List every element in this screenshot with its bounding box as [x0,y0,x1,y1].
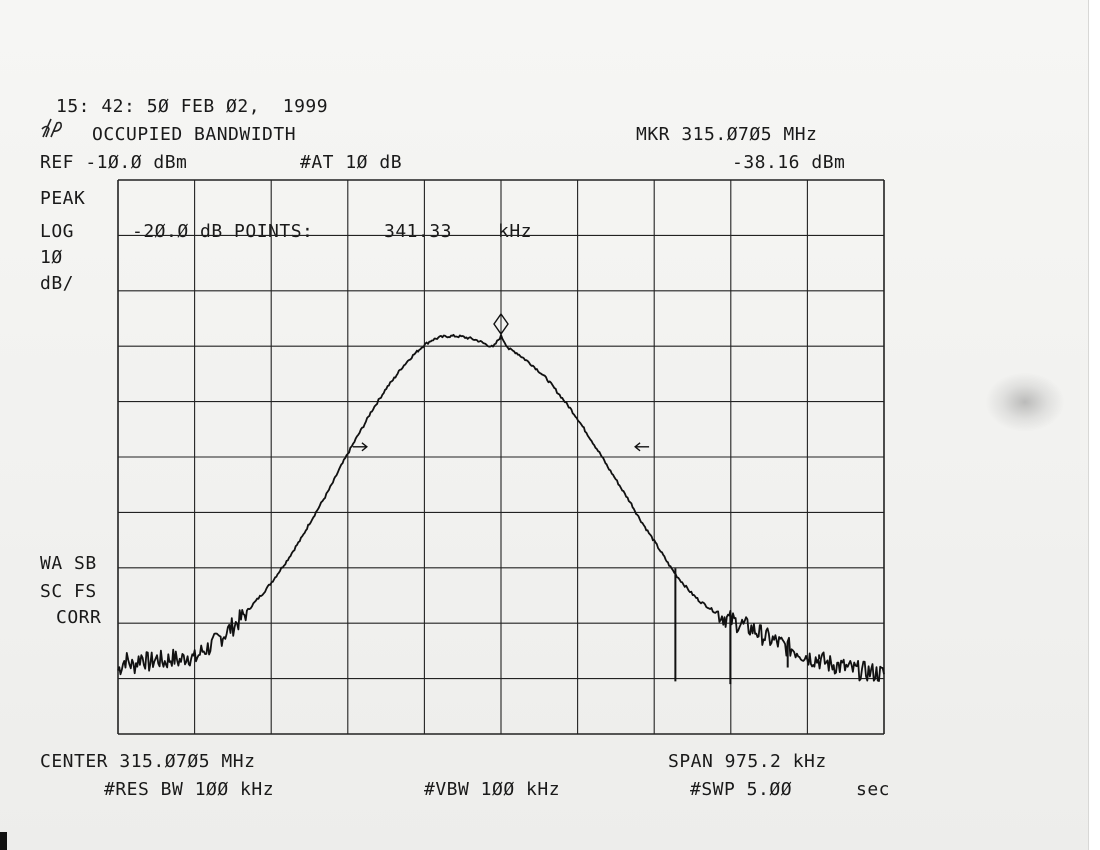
paper-smudge [985,372,1065,432]
scale-unit: dB/ [40,273,75,294]
marker-level: -38.16 dBm [732,152,846,173]
db-points-unit: kHz [498,221,533,242]
graticule [117,179,885,735]
attenuation: #AT 1Ø dB [300,152,403,173]
sweep-unit: sec [856,779,891,800]
video-bandwidth: #VBW 1ØØ kHz [424,779,561,800]
sweep-time: #SWP 5.ØØ [690,779,793,800]
left-bandwidth-arrow-icon [352,442,368,452]
marker-frequency: MKR 315.Ø7Ø5 MHz [636,124,818,145]
scale-per-div: 1Ø [40,247,63,268]
timestamp: 15: 42: 5Ø FEB Ø2, 1999 [56,96,329,117]
span: SPAN 975.2 kHz [668,751,827,772]
marker-layer [352,312,650,452]
center-frequency: CENTER 315.Ø7Ø5 MHz [40,751,256,772]
scale-mode-label: LOG [40,221,75,242]
status-line-2: SC FS [40,581,97,602]
marker-diamond-icon [493,312,509,336]
scan-edge-mark [0,832,7,850]
resolution-bandwidth: #RES BW 1ØØ kHz [104,779,275,800]
reference-level: REF -1Ø.Ø dBm [40,152,188,173]
mode-title: OCCUPIED BANDWIDTH [92,124,297,145]
db-points-label: -2Ø.Ø dB POINTS: [132,221,314,242]
detector-label: PEAK [40,188,86,209]
status-line-3: CORR [56,607,102,628]
db-points-value: 341.33 [384,221,453,242]
right-bandwidth-arrow-icon [634,442,650,452]
hp-logo-icon [41,118,62,138]
status-line-1: WA SB [40,553,97,574]
paper-edge [1088,0,1100,850]
